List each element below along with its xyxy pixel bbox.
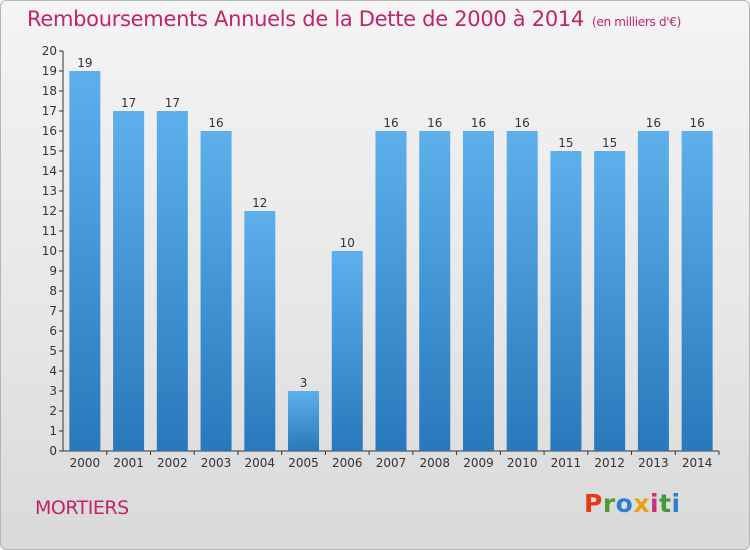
x-tick-label: 2007 bbox=[376, 456, 407, 470]
y-tick-label: 10 bbox=[42, 244, 57, 258]
x-tick-label: 2011 bbox=[551, 456, 582, 470]
y-tick-label: 0 bbox=[49, 444, 57, 458]
bar-2007 bbox=[375, 131, 407, 451]
bar-2002 bbox=[156, 111, 188, 451]
x-tick-label: 2014 bbox=[682, 456, 713, 470]
y-tick-label: 1 bbox=[49, 424, 57, 438]
y-tick-label: 11 bbox=[42, 224, 57, 238]
y-tick-label: 2 bbox=[49, 404, 57, 418]
proxiti-logo[interactable]: Proxiti bbox=[584, 489, 681, 518]
logo-letter: t bbox=[659, 489, 672, 518]
data-label: 16 bbox=[515, 116, 530, 130]
y-tick-label: 16 bbox=[42, 124, 57, 138]
y-tick-label: 3 bbox=[49, 384, 57, 398]
bar-2008 bbox=[419, 131, 451, 451]
y-tick-label: 6 bbox=[49, 324, 57, 338]
logo-letter: o bbox=[615, 489, 634, 518]
y-tick-label: 19 bbox=[42, 64, 57, 78]
data-label: 16 bbox=[689, 116, 704, 130]
x-tick-label: 2000 bbox=[70, 456, 101, 470]
bar-2012 bbox=[594, 151, 626, 451]
y-tick-label: 20 bbox=[42, 44, 57, 58]
logo-letter: i bbox=[650, 489, 660, 518]
x-tick-label: 2003 bbox=[201, 456, 232, 470]
y-tick-label: 15 bbox=[42, 144, 57, 158]
data-label: 15 bbox=[558, 136, 573, 150]
data-label: 16 bbox=[208, 116, 223, 130]
x-tick-label: 2002 bbox=[157, 456, 188, 470]
y-tick-label: 17 bbox=[42, 104, 57, 118]
data-label: 16 bbox=[383, 116, 398, 130]
bar-2003 bbox=[200, 131, 232, 451]
y-tick-label: 7 bbox=[49, 304, 57, 318]
bar-2004 bbox=[244, 211, 276, 451]
bar-2011 bbox=[550, 151, 582, 451]
bar-2013 bbox=[637, 131, 669, 451]
x-tick-label: 2001 bbox=[113, 456, 144, 470]
bar-2005 bbox=[288, 391, 320, 451]
data-label: 16 bbox=[427, 116, 442, 130]
x-tick-label: 2010 bbox=[507, 456, 538, 470]
bar-2014 bbox=[681, 131, 713, 451]
logo-letter: r bbox=[602, 489, 616, 518]
logo-letter: i bbox=[671, 489, 681, 518]
data-label: 19 bbox=[77, 56, 92, 70]
y-tick-label: 14 bbox=[42, 164, 57, 178]
data-label: 17 bbox=[165, 96, 180, 110]
logo-letter: x bbox=[633, 489, 650, 518]
x-tick-label: 2009 bbox=[463, 456, 494, 470]
y-tick-label: 13 bbox=[42, 184, 57, 198]
bar-2000 bbox=[69, 71, 101, 451]
y-tick-label: 9 bbox=[49, 264, 57, 278]
y-tick-label: 5 bbox=[49, 344, 57, 358]
chart-title-text: Remboursements Annuels de la Dette de 20… bbox=[27, 7, 584, 31]
data-label: 16 bbox=[471, 116, 486, 130]
y-tick-label: 18 bbox=[42, 84, 57, 98]
chart-subtitle: (en milliers d'€) bbox=[592, 15, 682, 29]
data-label: 10 bbox=[340, 236, 355, 250]
x-tick-label: 2006 bbox=[332, 456, 363, 470]
data-label: 17 bbox=[121, 96, 136, 110]
commune-name: MORTIERS bbox=[35, 497, 129, 519]
logo-letter: P bbox=[584, 489, 603, 518]
bar-2006 bbox=[331, 251, 363, 451]
x-tick-label: 2008 bbox=[419, 456, 450, 470]
data-label: 15 bbox=[602, 136, 617, 150]
y-tick-label: 4 bbox=[49, 364, 57, 378]
data-label: 12 bbox=[252, 196, 267, 210]
bar-2009 bbox=[462, 131, 494, 451]
y-tick-label: 12 bbox=[42, 204, 57, 218]
data-label: 3 bbox=[300, 376, 308, 390]
x-tick-label: 2005 bbox=[288, 456, 319, 470]
data-label: 16 bbox=[646, 116, 661, 130]
chart-title: Remboursements Annuels de la Dette de 20… bbox=[27, 7, 681, 31]
y-tick-label: 8 bbox=[49, 284, 57, 298]
x-tick-label: 2004 bbox=[245, 456, 276, 470]
bar-2010 bbox=[506, 131, 538, 451]
bar-2001 bbox=[113, 111, 145, 451]
x-tick-label: 2013 bbox=[638, 456, 669, 470]
x-tick-label: 2012 bbox=[594, 456, 625, 470]
